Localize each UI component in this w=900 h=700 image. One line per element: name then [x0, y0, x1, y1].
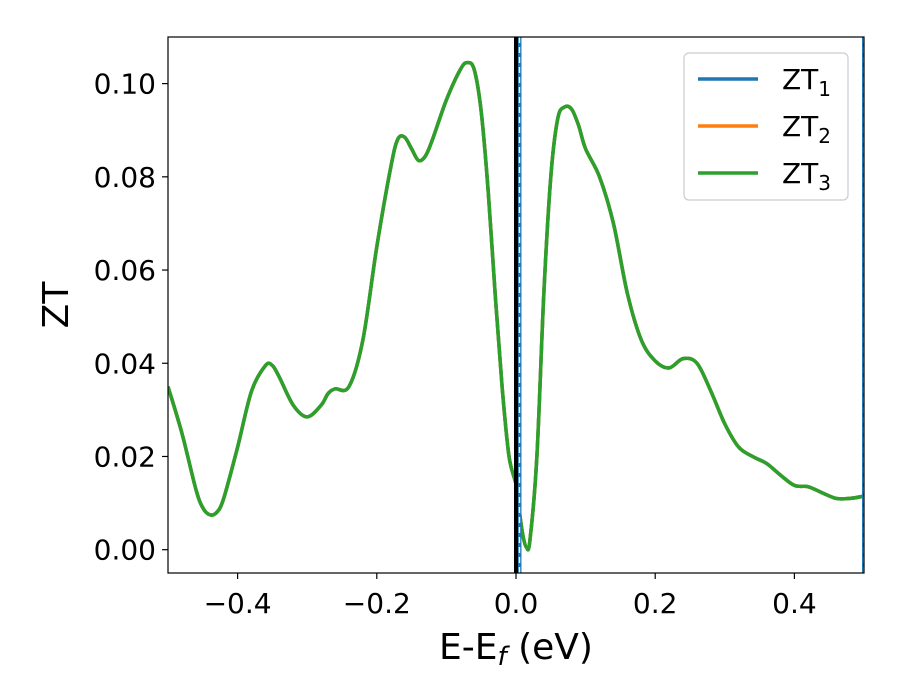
- x-tick-label: 0.0: [494, 587, 539, 620]
- y-tick-label: 0.10: [94, 68, 156, 101]
- y-axis-title: ZT: [36, 281, 77, 329]
- legend-label-zt1: ZT1: [782, 63, 831, 101]
- series-line-zt3: [168, 60, 864, 552]
- legend: ZT1 ZT2 ZT3: [683, 52, 849, 201]
- legend-label-zt2: ZT2: [782, 110, 831, 148]
- legend-box: [683, 52, 849, 201]
- y-tick-label: 0.04: [94, 347, 156, 380]
- legend-label-zt3: ZT3: [782, 157, 831, 195]
- x-tick-label: 0.2: [633, 587, 678, 620]
- x-axis-title: E-Ef (eV): [439, 627, 593, 672]
- x-tick-label: 0.4: [772, 587, 817, 620]
- y-tick-label: 0.02: [94, 440, 156, 473]
- x-tick-label: −0.4: [204, 587, 272, 620]
- y-tick-label: 0.00: [94, 534, 156, 567]
- y-tick-label: 0.08: [94, 161, 156, 194]
- axis-ticks: −0.4 −0.2 0.0 0.2 0.4 0.00 0.02 0.04 0.06 0.08 0.1…: [94, 68, 817, 620]
- x-tick-label: −0.2: [343, 587, 411, 620]
- plot-area: [168, 37, 864, 573]
- y-tick-label: 0.06: [94, 254, 156, 287]
